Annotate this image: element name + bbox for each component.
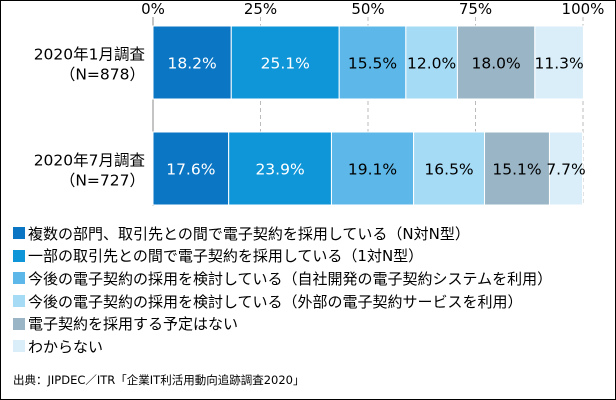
x-tick-label: 75% [459, 0, 492, 18]
category-label-n: （N=878） [60, 66, 145, 84]
legend-swatch [13, 249, 25, 262]
bar-segment [338, 25, 407, 100]
data-label: 7.7% [546, 161, 585, 179]
legend-item: 電子契約を採用する予定はない [13, 312, 552, 335]
data-label: 15.1% [492, 161, 541, 179]
category-labels: 2020年1月調査 （N=878） 2020年7月調査 （N=727） [34, 46, 145, 190]
legend-label: 今後の電子契約の採用を検討している（外部の電子契約サービスを利用） [28, 292, 523, 311]
data-label: 11.3% [535, 55, 584, 73]
data-label: 19.1% [348, 161, 397, 179]
bar-segment [413, 131, 486, 206]
legend-label: 一部の取引先との間で電子契約を採用している（1対N型） [28, 247, 424, 266]
legend-item: 今後の電子契約の採用を検討している（自社開発の電子契約システムを利用） [13, 267, 552, 290]
legend-swatch [13, 340, 25, 353]
x-tick-label: 25% [244, 0, 277, 18]
category-label-n: （N=727） [60, 172, 145, 190]
bar-segment [152, 25, 232, 100]
legend-label: わからない [28, 337, 104, 356]
legend-swatch [13, 227, 25, 240]
data-label: 25.1% [261, 55, 310, 73]
bar-segment [152, 131, 230, 206]
bars [152, 25, 584, 206]
data-label: 15.5% [348, 55, 397, 73]
category-label: 2020年1月調査 [34, 46, 145, 64]
data-label: 23.9% [255, 161, 304, 179]
data-labels: 18.2% 25.1% 15.5% 12.0% 18.0% 11.3% 17.6% 23.9%… [166, 55, 585, 179]
legend-label: 複数の部門、取引先との間で電子契約を採用している（N対N型） [28, 224, 470, 243]
legend-swatch [13, 295, 25, 308]
legend-swatch [13, 317, 25, 330]
source-note: 出典：JIPDEC／ITR「企業IT利活用動向追跡調査2020」 [13, 373, 305, 387]
x-tick-labels: 0% 25% 50% 75% 100% [141, 0, 604, 18]
legend-item: 一部の取引先との間で電子契約を採用している（1対N型） [13, 245, 552, 268]
legend-item: 今後の電子契約の採用を検討している（外部の電子契約サービスを利用） [13, 290, 552, 313]
bar-segment [330, 131, 415, 206]
bar-segment [230, 25, 340, 100]
category-label: 2020年7月調査 [34, 152, 145, 170]
legend: 複数の部門、取引先との間で電子契約を採用している（N対N型） 一部の取引先との間… [13, 222, 552, 358]
bar-segment [548, 131, 584, 206]
legend-label: 今後の電子契約の採用を検討している（自社開発の電子契約システムを利用） [28, 269, 553, 288]
legend-label: 電子契約を採用する予定はない [28, 315, 239, 334]
x-tick-label: 0% [141, 0, 165, 18]
bar-segment [228, 131, 332, 206]
data-label: 16.5% [424, 161, 473, 179]
bar-segment [456, 25, 536, 100]
legend-swatch [13, 272, 25, 285]
data-label: 12.0% [407, 55, 456, 73]
x-tick-label: 100% [562, 0, 605, 18]
legend-item: わからない [13, 335, 552, 358]
bar-segment [484, 131, 550, 206]
data-label: 17.6% [166, 161, 215, 179]
data-label: 18.0% [472, 55, 521, 73]
legend-item: 複数の部門、取引先との間で電子契約を採用している（N対N型） [13, 222, 552, 245]
x-tick-label: 50% [351, 0, 384, 18]
bar-segment [534, 25, 584, 100]
data-label: 18.2% [168, 55, 217, 73]
